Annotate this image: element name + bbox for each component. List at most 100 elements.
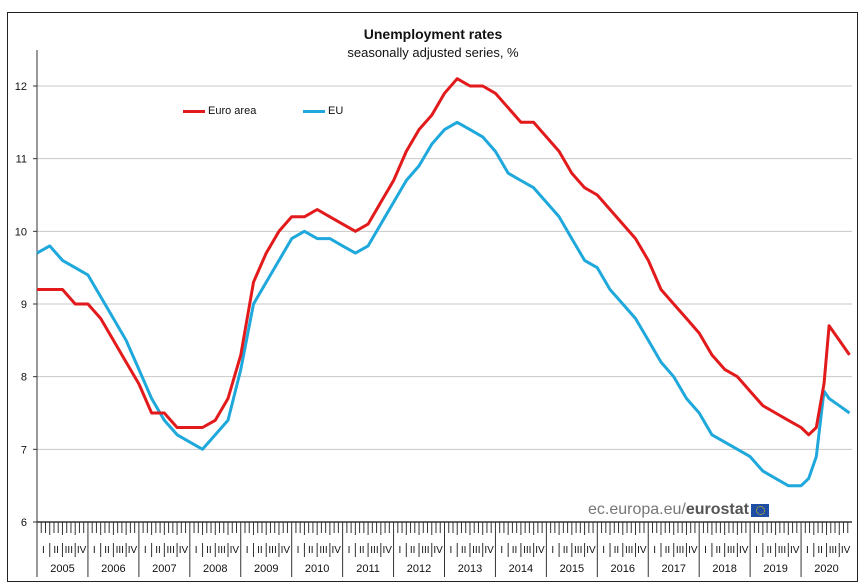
quarter-label: III [625, 545, 633, 556]
quarter-label: I [348, 545, 351, 556]
quarter-label: I [93, 545, 96, 556]
quarter-label: I [399, 545, 402, 556]
quarter-label: II [359, 545, 365, 556]
quarter-label: III [574, 545, 582, 556]
source-text: ec.europa.eu/eurostat [588, 501, 749, 518]
quarter-label: II [614, 545, 620, 556]
quarter-label: IV [128, 545, 138, 556]
quarter-label: IV [179, 545, 189, 556]
quarter-label: III [778, 545, 786, 556]
quarter-label: I [551, 545, 554, 556]
year-label: 2010 [305, 563, 329, 575]
y-tick-label: 6 [21, 517, 27, 529]
legend-label: EU [328, 105, 344, 117]
quarter-label: III [676, 545, 684, 556]
quarter-label: II [257, 545, 263, 556]
quarter-label: II [410, 545, 416, 556]
legend-swatch-eu [303, 109, 325, 113]
y-tick-label: 10 [15, 226, 27, 238]
quarter-label: I [500, 545, 503, 556]
year-label: 2008 [203, 563, 227, 575]
quarter-label: III [319, 545, 327, 556]
year-label: 2014 [509, 563, 533, 575]
quarter-label: IV [281, 545, 291, 556]
quarter-label: IV [433, 545, 443, 556]
quarter-label: II [155, 545, 161, 556]
quarter-label: I [195, 545, 198, 556]
quarter-label: II [766, 545, 772, 556]
quarter-label: II [563, 545, 569, 556]
quarter-label: I [602, 545, 605, 556]
quarter-label: I [704, 545, 707, 556]
year-label: 2018 [712, 563, 736, 575]
y-tick-label: 7 [21, 444, 27, 456]
quarter-label: III [421, 545, 429, 556]
chart-frame [7, 12, 858, 582]
quarter-label: IV [382, 545, 392, 556]
quarter-label: IV [739, 545, 749, 556]
quarter-label: I [653, 545, 656, 556]
quarter-label: II [104, 545, 110, 556]
quarter-label: IV [230, 545, 240, 556]
quarter-label: III [370, 545, 378, 556]
quarter-label: III [268, 545, 276, 556]
series-line-eu [36, 120, 851, 488]
quarter-label: III [217, 545, 225, 556]
quarter-label: III [829, 545, 837, 556]
year-label: 2015 [560, 563, 584, 575]
quarter-label: II [512, 545, 518, 556]
quarter-label: II [308, 545, 314, 556]
year-label: 2013 [458, 563, 482, 575]
legend-item-eu: EU [303, 105, 343, 117]
quarter-label: I [42, 545, 45, 556]
year-label: 2006 [101, 563, 125, 575]
quarter-label: IV [535, 545, 545, 556]
quarter-label: IV [790, 545, 800, 556]
year-label: 2009 [254, 563, 278, 575]
y-tick-label: 8 [21, 372, 27, 384]
year-label: 2005 [50, 563, 74, 575]
quarter-label: III [65, 545, 73, 556]
y-tick-label: 9 [21, 299, 27, 311]
quarter-label: II [665, 545, 671, 556]
year-label: 2012 [407, 563, 431, 575]
quarter-label: II [206, 545, 212, 556]
series-line-euro-area [37, 77, 851, 437]
quarter-label: I [755, 545, 758, 556]
quarter-label: II [716, 545, 722, 556]
quarter-label: IV [77, 545, 87, 556]
legend-item-euro-area: Euro area [183, 105, 256, 117]
quarter-label: II [53, 545, 59, 556]
chart-subtitle: seasonally adjusted series, % [347, 45, 519, 60]
quarter-label: IV [586, 545, 596, 556]
year-label: 2017 [661, 563, 685, 575]
quarter-label: III [116, 545, 124, 556]
y-tick-label: 12 [15, 81, 27, 93]
quarter-label: IV [637, 545, 647, 556]
quarter-label: I [144, 545, 147, 556]
quarter-label: III [167, 545, 175, 556]
quarter-label: IV [841, 545, 851, 556]
year-label: 2020 [814, 563, 838, 575]
y-tick-label: 11 [16, 154, 27, 166]
legend-swatch-euro-area [183, 109, 205, 113]
quarter-label: III [472, 545, 480, 556]
legend-label: Euro area [208, 105, 257, 117]
quarter-label: IV [484, 545, 494, 556]
quarter-label: I [449, 545, 452, 556]
year-label: 2011 [356, 563, 380, 575]
quarter-label: IV [332, 545, 342, 556]
quarter-label: I [297, 545, 300, 556]
quarter-label: III [523, 545, 531, 556]
year-label: 2019 [763, 563, 787, 575]
quarter-label: II [817, 545, 823, 556]
eu-flag-icon [750, 503, 769, 517]
quarter-label: III [727, 545, 735, 556]
quarter-label: I [806, 545, 809, 556]
eurostat-logo: ec.europa.eu/eurostat [588, 501, 769, 519]
year-label: 2016 [611, 563, 635, 575]
quarter-label: IV [688, 545, 698, 556]
quarter-label: II [461, 545, 467, 556]
